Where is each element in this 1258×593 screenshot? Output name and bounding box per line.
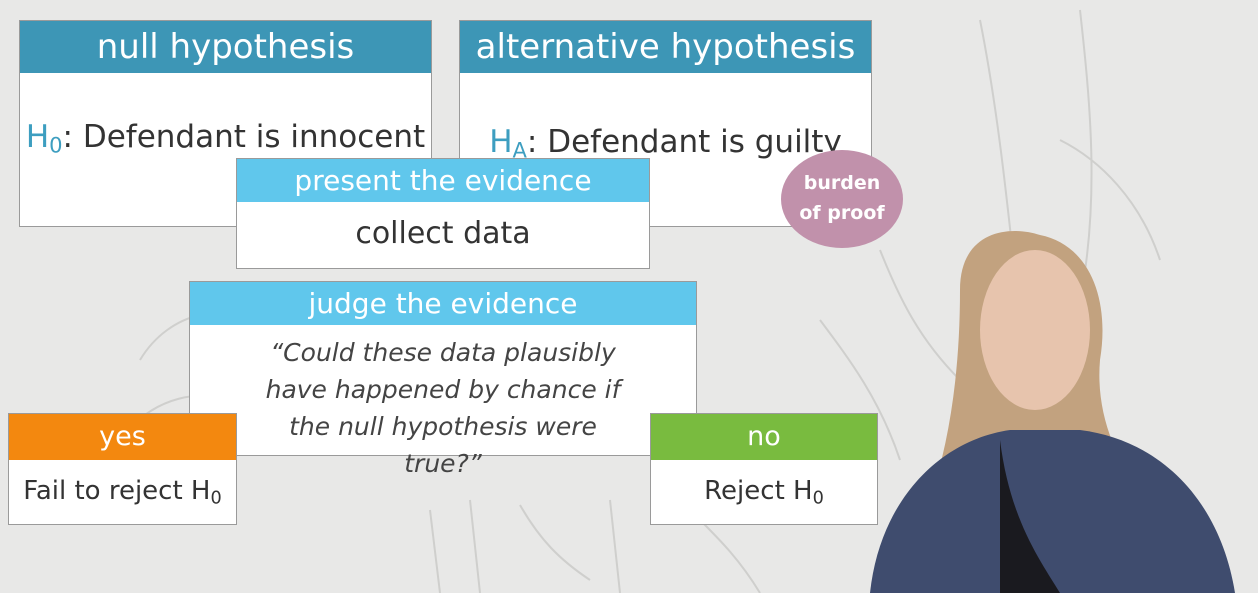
judge-evidence-question: “Could these data plausibly have happene… bbox=[265, 338, 621, 478]
present-evidence-card: present the evidence collect data bbox=[236, 158, 650, 269]
burden-line-1: burden bbox=[803, 172, 881, 194]
judge-evidence-header: judge the evidence bbox=[190, 282, 696, 325]
burden-line-2: of proof bbox=[799, 202, 885, 224]
collect-data-text: collect data bbox=[355, 216, 531, 251]
burden-of-proof-badge: burden of proof bbox=[781, 150, 903, 248]
yes-header: yes bbox=[9, 414, 236, 460]
null-hypothesis-statement: H0: Defendant is innocent bbox=[25, 119, 426, 158]
judge-evidence-card: judge the evidence “Could these data pla… bbox=[189, 281, 697, 478]
null-hypothesis-symbol: H0 bbox=[25, 119, 63, 158]
present-evidence-header: present the evidence bbox=[237, 159, 649, 202]
fail-to-reject-text: Fail to reject H0 bbox=[23, 476, 222, 509]
alternative-hypothesis-header: alternative hypothesis bbox=[460, 21, 871, 73]
reject-text: Reject H0 bbox=[704, 476, 824, 509]
no-outcome-card: no Reject H0 bbox=[650, 413, 878, 525]
alternative-hypothesis-statement: HA: Defendant is guilty bbox=[489, 124, 842, 163]
alternative-hypothesis-symbol: HA bbox=[489, 124, 527, 163]
no-header: no bbox=[651, 414, 877, 460]
yes-outcome-card: yes Fail to reject H0 bbox=[8, 413, 237, 525]
null-hypothesis-header: null hypothesis bbox=[20, 21, 431, 73]
